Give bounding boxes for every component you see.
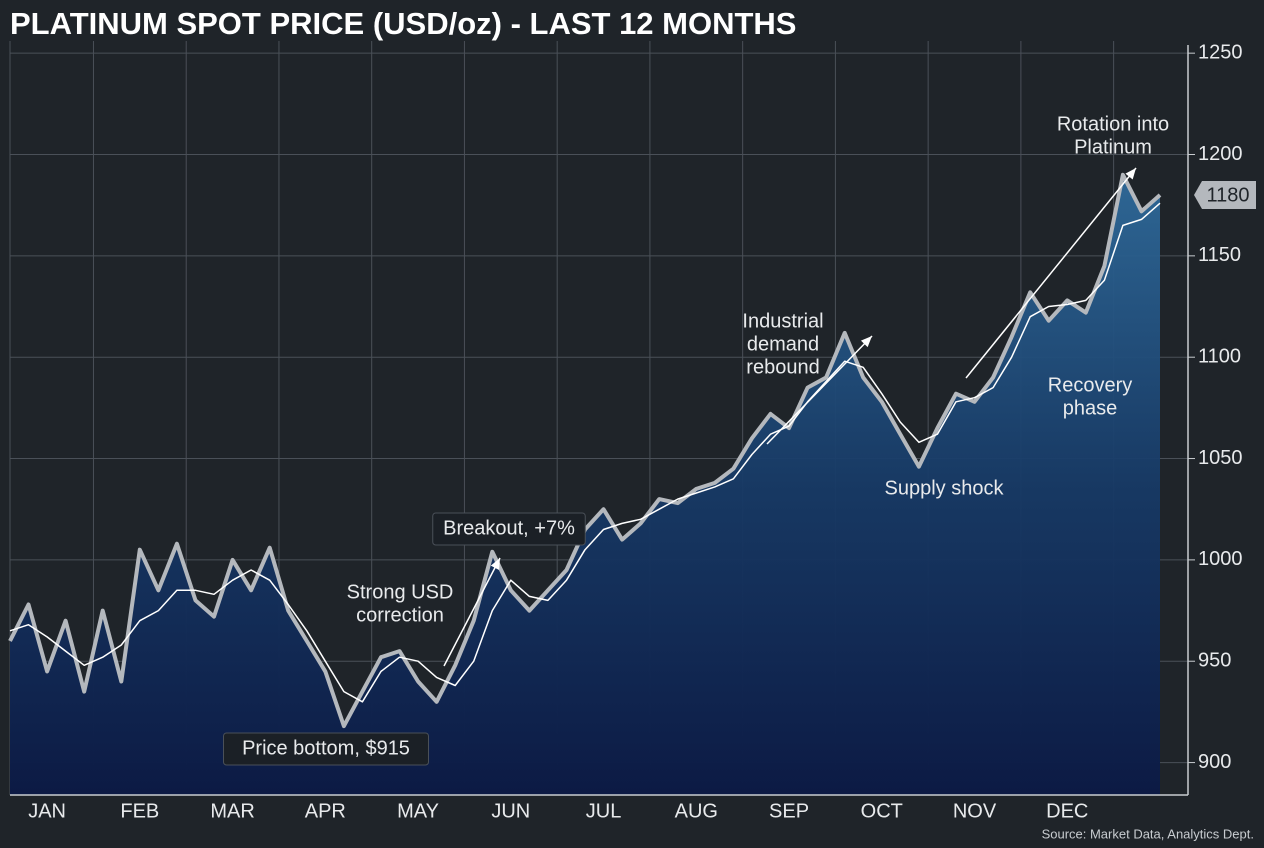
x-tick-label: NOV bbox=[953, 800, 997, 822]
arrow-head bbox=[860, 336, 872, 348]
arrow-head bbox=[1125, 168, 1136, 180]
annotation-text: Breakout, +7% bbox=[443, 517, 575, 539]
chart-title: PLATINUM SPOT PRICE (USD/oz) - LAST 12 M… bbox=[10, 6, 797, 41]
annotation-text: correction bbox=[356, 604, 444, 626]
annotation-arrow bbox=[766, 335, 873, 445]
x-tick-label: JAN bbox=[28, 800, 66, 822]
annotation-text: Rotation into bbox=[1057, 113, 1169, 135]
arrow-head bbox=[490, 558, 500, 570]
x-tick-label: APR bbox=[305, 800, 346, 822]
y-tick-label: 1150 bbox=[1198, 244, 1241, 266]
annotation-text: rebound bbox=[746, 356, 819, 378]
annotation-box bbox=[432, 512, 586, 546]
annotation-arrow bbox=[443, 557, 501, 667]
y-tick-label: 1050 bbox=[1198, 447, 1243, 469]
annotation-arrow bbox=[965, 167, 1137, 379]
annotation-text: phase bbox=[1063, 397, 1118, 419]
source-note: Source: Market Data, Analytics Dept. bbox=[1042, 826, 1254, 841]
last-value-tag bbox=[1194, 181, 1256, 210]
x-tick-label: AUG bbox=[675, 800, 718, 822]
annotation-text: Supply shock bbox=[885, 477, 1005, 499]
y-tick-label: 1200 bbox=[1198, 143, 1243, 165]
x-tick-label: MAY bbox=[397, 800, 439, 822]
annotation-text: demand bbox=[747, 333, 819, 355]
annotation-text: Platinum bbox=[1074, 136, 1152, 158]
y-tick-label: 950 bbox=[1198, 650, 1231, 672]
x-tick-label: SEP bbox=[769, 800, 809, 822]
last-value-label: 1180 bbox=[1206, 184, 1249, 206]
y-tick-label: 1250 bbox=[1198, 41, 1243, 63]
x-tick-label: DEC bbox=[1046, 800, 1088, 822]
annotation-text: Price bottom, $915 bbox=[242, 737, 410, 759]
price-area bbox=[10, 174, 1160, 796]
y-tick-label: 1000 bbox=[1198, 548, 1243, 570]
x-tick-label: OCT bbox=[861, 800, 903, 822]
y-tick-label: 1100 bbox=[1198, 345, 1241, 367]
y-tick-label: 900 bbox=[1198, 751, 1231, 773]
x-tick-label: JUN bbox=[491, 800, 530, 822]
x-tick-label: MAR bbox=[210, 800, 254, 822]
annotation-box bbox=[223, 732, 429, 766]
average-line bbox=[9, 202, 1161, 703]
x-tick-label: FEB bbox=[120, 800, 159, 822]
x-tick-label: JUL bbox=[586, 800, 622, 822]
annotation-text: Strong USD bbox=[347, 581, 454, 603]
annotation-text: Recovery bbox=[1048, 374, 1132, 396]
annotation-text: Industrial bbox=[742, 310, 823, 332]
